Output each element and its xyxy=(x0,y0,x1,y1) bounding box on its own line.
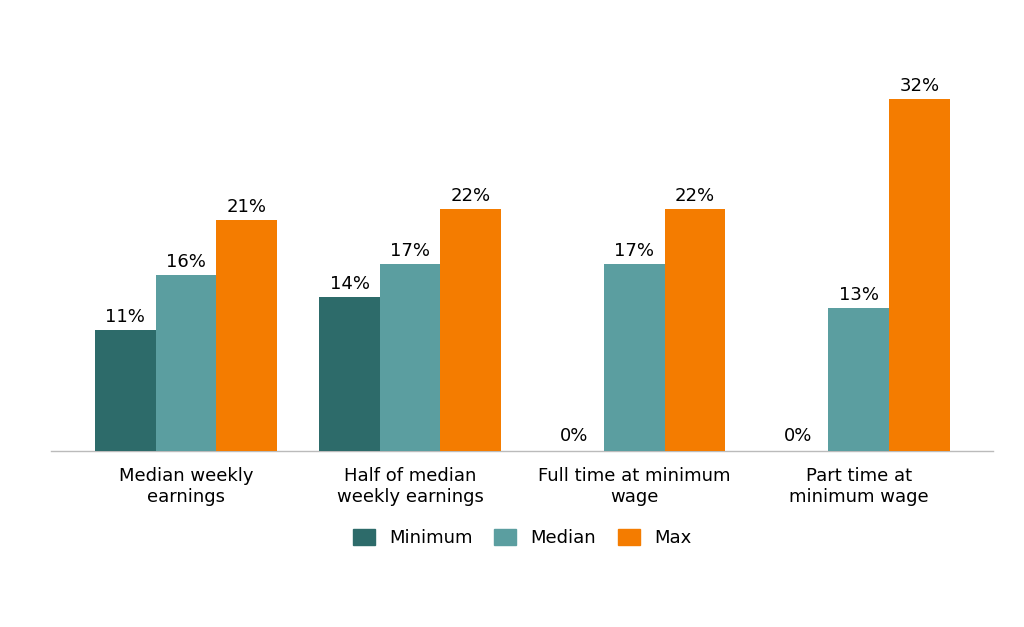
Bar xyxy=(216,220,276,451)
Bar xyxy=(828,308,889,451)
Bar xyxy=(889,99,949,451)
Bar xyxy=(156,275,216,451)
Text: 0%: 0% xyxy=(560,427,588,445)
Text: 17%: 17% xyxy=(614,242,654,260)
Bar xyxy=(440,209,501,451)
Text: 21%: 21% xyxy=(226,198,266,216)
Bar xyxy=(95,330,156,451)
Text: 32%: 32% xyxy=(899,76,939,95)
Text: 0%: 0% xyxy=(784,427,812,445)
Bar xyxy=(380,264,440,451)
Text: 16%: 16% xyxy=(166,253,206,271)
Bar xyxy=(604,264,665,451)
Text: 22%: 22% xyxy=(451,187,490,204)
Legend: Minimum, Median, Max: Minimum, Median, Max xyxy=(344,520,700,557)
Text: 22%: 22% xyxy=(675,187,715,204)
Text: 14%: 14% xyxy=(330,275,370,293)
Bar xyxy=(319,297,380,451)
Text: 17%: 17% xyxy=(390,242,430,260)
Text: 13%: 13% xyxy=(839,286,879,304)
Bar xyxy=(665,209,725,451)
Text: 11%: 11% xyxy=(105,308,145,326)
